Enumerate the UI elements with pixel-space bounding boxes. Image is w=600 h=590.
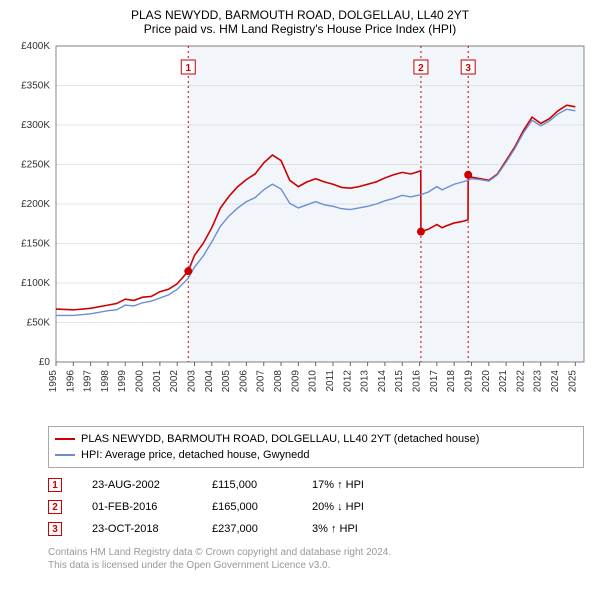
sale-marker: 1 <box>48 478 62 492</box>
svg-text:£50K: £50K <box>27 318 51 329</box>
svg-text:£300K: £300K <box>21 120 50 131</box>
chart-title: PLAS NEWYDD, BARMOUTH ROAD, DOLGELLAU, L… <box>6 8 594 36</box>
sale-price: £237,000 <box>212 523 282 535</box>
sale-marker: 3 <box>48 522 62 536</box>
svg-text:2007: 2007 <box>256 370 267 393</box>
svg-text:£150K: £150K <box>21 239 50 250</box>
svg-text:2: 2 <box>418 63 424 74</box>
svg-text:2018: 2018 <box>446 370 457 393</box>
chart-area: £0 £50K £100K £150K £200K £250K £300K £350K £400… <box>6 40 594 420</box>
svg-text:1995: 1995 <box>48 370 59 393</box>
svg-text:2025: 2025 <box>567 370 578 393</box>
legend: PLAS NEWYDD, BARMOUTH ROAD, DOLGELLAU, L… <box>48 426 584 468</box>
chart-card: PLAS NEWYDD, BARMOUTH ROAD, DOLGELLAU, L… <box>0 0 600 580</box>
svg-text:2008: 2008 <box>273 370 284 393</box>
svg-text:2016: 2016 <box>412 370 423 393</box>
svg-text:2011: 2011 <box>325 370 336 392</box>
sale-row: 1 23-AUG-2002 £115,000 17% ↑ HPI <box>48 474 584 496</box>
svg-text:2005: 2005 <box>221 370 232 393</box>
svg-text:2015: 2015 <box>394 370 405 393</box>
sale-price: £165,000 <box>212 501 282 513</box>
svg-text:2009: 2009 <box>290 370 301 393</box>
sale-row: 3 23-OCT-2018 £237,000 3% ↑ HPI <box>48 518 584 540</box>
legend-swatch <box>55 454 75 456</box>
sales-table: 1 23-AUG-2002 £115,000 17% ↑ HPI 2 01-FEB-201… <box>48 474 584 540</box>
svg-text:£0: £0 <box>39 357 51 368</box>
svg-text:£250K: £250K <box>21 160 50 171</box>
svg-text:2013: 2013 <box>360 370 371 393</box>
svg-text:2012: 2012 <box>342 370 353 393</box>
svg-text:2022: 2022 <box>515 370 526 393</box>
svg-text:£400K: £400K <box>21 41 50 52</box>
sale-delta: 17% ↑ HPI <box>312 479 392 491</box>
footnote: Contains HM Land Registry data © Crown c… <box>48 546 584 572</box>
legend-row: PLAS NEWYDD, BARMOUTH ROAD, DOLGELLAU, L… <box>55 431 577 447</box>
svg-text:£100K: £100K <box>21 278 50 289</box>
title-subtitle: Price paid vs. HM Land Registry's House … <box>6 22 594 36</box>
svg-text:2014: 2014 <box>377 370 388 393</box>
svg-text:£200K: £200K <box>21 199 50 210</box>
legend-label: HPI: Average price, detached house, Gwyn… <box>81 449 310 461</box>
svg-text:1998: 1998 <box>100 370 111 393</box>
legend-swatch <box>55 438 75 440</box>
svg-text:2000: 2000 <box>135 370 146 393</box>
svg-text:1: 1 <box>185 63 191 74</box>
svg-text:2017: 2017 <box>429 370 440 393</box>
svg-text:2003: 2003 <box>186 370 197 393</box>
svg-text:2021: 2021 <box>498 370 509 393</box>
sale-date: 23-AUG-2002 <box>92 479 182 491</box>
sale-date: 23-OCT-2018 <box>92 523 182 535</box>
footnote-line: This data is licensed under the Open Gov… <box>48 559 584 572</box>
sale-date: 01-FEB-2016 <box>92 501 182 513</box>
svg-text:1997: 1997 <box>83 370 94 393</box>
svg-text:2004: 2004 <box>204 370 215 393</box>
sale-price: £115,000 <box>212 479 282 491</box>
svg-text:2019: 2019 <box>463 370 474 393</box>
legend-label: PLAS NEWYDD, BARMOUTH ROAD, DOLGELLAU, L… <box>81 433 479 445</box>
sale-marker: 2 <box>48 500 62 514</box>
svg-text:2001: 2001 <box>152 370 163 393</box>
sale-delta: 3% ↑ HPI <box>312 523 392 535</box>
legend-row: HPI: Average price, detached house, Gwyn… <box>55 447 577 463</box>
sale-delta: 20% ↓ HPI <box>312 501 392 513</box>
svg-text:2010: 2010 <box>308 370 319 393</box>
footnote-line: Contains HM Land Registry data © Crown c… <box>48 546 584 559</box>
svg-text:2024: 2024 <box>550 370 561 393</box>
svg-text:2006: 2006 <box>238 370 249 393</box>
svg-text:£350K: £350K <box>21 81 50 92</box>
svg-text:2023: 2023 <box>533 370 544 393</box>
svg-text:2020: 2020 <box>481 370 492 393</box>
svg-text:1999: 1999 <box>117 370 128 393</box>
svg-text:3: 3 <box>465 63 471 74</box>
line-chart: £0 £50K £100K £150K £200K £250K £300K £350K £400… <box>6 40 594 420</box>
svg-text:2002: 2002 <box>169 370 180 393</box>
sale-row: 2 01-FEB-2016 £165,000 20% ↓ HPI <box>48 496 584 518</box>
title-address: PLAS NEWYDD, BARMOUTH ROAD, DOLGELLAU, L… <box>6 8 594 22</box>
svg-text:1996: 1996 <box>65 370 76 393</box>
